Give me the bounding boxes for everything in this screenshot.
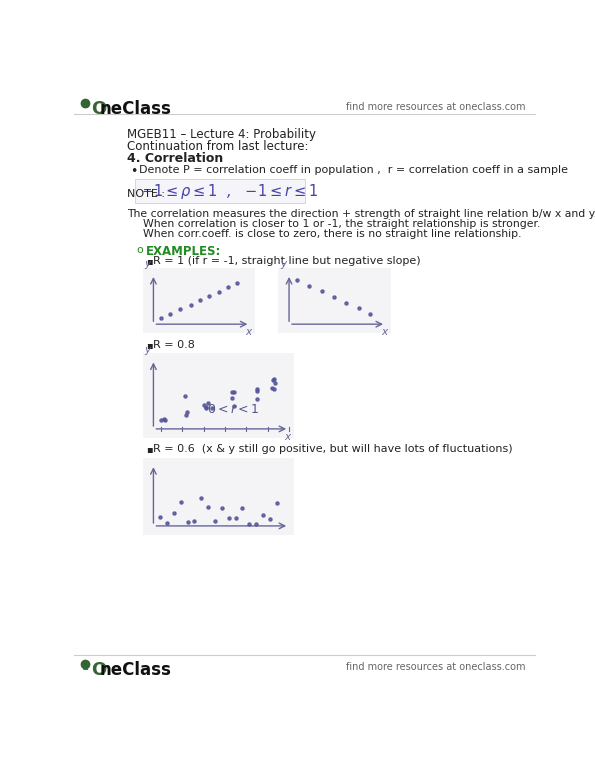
Text: R = 0.6  (x & y still go positive, but will have lots of fluctuations): R = 0.6 (x & y still go positive, but wi…: [154, 444, 513, 454]
Point: [270, 373, 279, 386]
Point: [354, 302, 364, 314]
Point: [183, 515, 192, 527]
Point: [156, 414, 166, 427]
Point: [201, 400, 211, 413]
Text: When correlation is closer to 1 or -1, the straight relationship is stronger.: When correlation is closer to 1 or -1, t…: [143, 219, 540, 229]
Point: [227, 392, 237, 404]
Text: O: O: [92, 661, 107, 678]
Text: ▪: ▪: [146, 444, 152, 454]
Point: [252, 393, 262, 405]
Text: x: x: [246, 327, 252, 337]
Point: [186, 299, 195, 311]
Point: [175, 303, 184, 316]
Point: [269, 383, 278, 395]
Point: [252, 383, 262, 396]
Text: Denote P = correlation coeff in population ,  r = correlation coeff in a sample: Denote P = correlation coeff in populati…: [139, 165, 568, 175]
Bar: [143, 458, 294, 535]
Point: [203, 397, 213, 410]
Text: $0 < r < 1$: $0 < r < 1$: [207, 403, 259, 416]
Text: When corr.coeff. is close to zero, there is no straight line relationship.: When corr.coeff. is close to zero, there…: [143, 229, 521, 239]
Point: [342, 296, 351, 309]
Text: R = 0.8: R = 0.8: [154, 340, 195, 350]
Text: •: •: [130, 165, 137, 178]
Point: [272, 497, 281, 509]
Point: [199, 399, 209, 411]
Text: y: y: [144, 259, 151, 270]
Point: [196, 492, 206, 504]
Bar: [143, 268, 255, 333]
Point: [155, 511, 165, 523]
Point: [329, 291, 339, 303]
Point: [245, 517, 254, 530]
Text: MGEB11 – Lecture 4: Probability: MGEB11 – Lecture 4: Probability: [127, 128, 316, 141]
Point: [156, 312, 166, 324]
Point: [258, 509, 268, 521]
Point: [224, 512, 233, 524]
Point: [231, 511, 240, 524]
Point: [366, 307, 375, 320]
Bar: [278, 268, 390, 333]
Text: neClass: neClass: [100, 100, 172, 118]
Point: [228, 386, 237, 398]
Text: o: o: [136, 245, 143, 255]
Text: ▲: ▲: [83, 102, 88, 109]
Point: [217, 501, 227, 514]
Point: [268, 374, 277, 387]
Point: [159, 413, 168, 426]
Text: ▪: ▪: [146, 256, 152, 266]
Point: [181, 390, 190, 403]
Point: [252, 517, 261, 530]
Text: O: O: [92, 100, 107, 118]
Point: [265, 513, 275, 525]
Point: [190, 514, 199, 527]
Text: The correlation measures the direction + strength of straight line relation b/w : The correlation measures the direction +…: [127, 209, 595, 219]
Point: [195, 294, 205, 306]
Point: [223, 281, 233, 293]
Point: [208, 402, 217, 414]
Text: x: x: [284, 432, 290, 442]
Text: neClass: neClass: [100, 661, 172, 678]
Point: [166, 307, 176, 320]
Text: x: x: [381, 327, 387, 337]
Point: [292, 274, 302, 286]
Point: [270, 377, 280, 389]
Point: [210, 514, 220, 527]
Point: [205, 290, 214, 302]
Point: [169, 507, 178, 519]
Text: ▲: ▲: [83, 664, 88, 670]
Text: NOTE :: NOTE :: [127, 189, 165, 199]
Text: $-1{\leq}\rho{\leq}1$  ,   $-1{\leq}r{\leq}1$: $-1{\leq}\rho{\leq}1$ , $-1{\leq}r{\leq}…: [141, 182, 318, 201]
Text: find more resources at oneclass.com: find more resources at oneclass.com: [346, 102, 525, 112]
Point: [229, 386, 239, 398]
Bar: [135, 179, 305, 203]
Point: [252, 385, 261, 397]
Text: ▪: ▪: [146, 340, 152, 350]
Point: [181, 409, 190, 421]
Point: [238, 502, 248, 514]
Text: y: y: [280, 259, 286, 270]
Text: 4. Correlation: 4. Correlation: [127, 152, 223, 166]
Text: Continuation from last lecture:: Continuation from last lecture:: [127, 140, 309, 153]
Point: [201, 402, 211, 414]
Text: EXAMPLES:: EXAMPLES:: [146, 245, 221, 258]
Point: [215, 286, 224, 298]
Point: [317, 285, 327, 297]
Point: [233, 276, 242, 289]
Point: [305, 280, 314, 292]
Point: [230, 400, 239, 413]
Point: [160, 414, 170, 427]
Bar: [143, 353, 294, 438]
Point: [162, 517, 172, 530]
Text: find more resources at oneclass.com: find more resources at oneclass.com: [346, 662, 525, 672]
Point: [176, 496, 186, 508]
Point: [183, 406, 192, 418]
Point: [267, 383, 277, 395]
Text: y: y: [144, 345, 151, 355]
Point: [203, 500, 213, 513]
Text: R = 1 (if r = -1, straight line but negative slope): R = 1 (if r = -1, straight line but nega…: [154, 256, 421, 266]
